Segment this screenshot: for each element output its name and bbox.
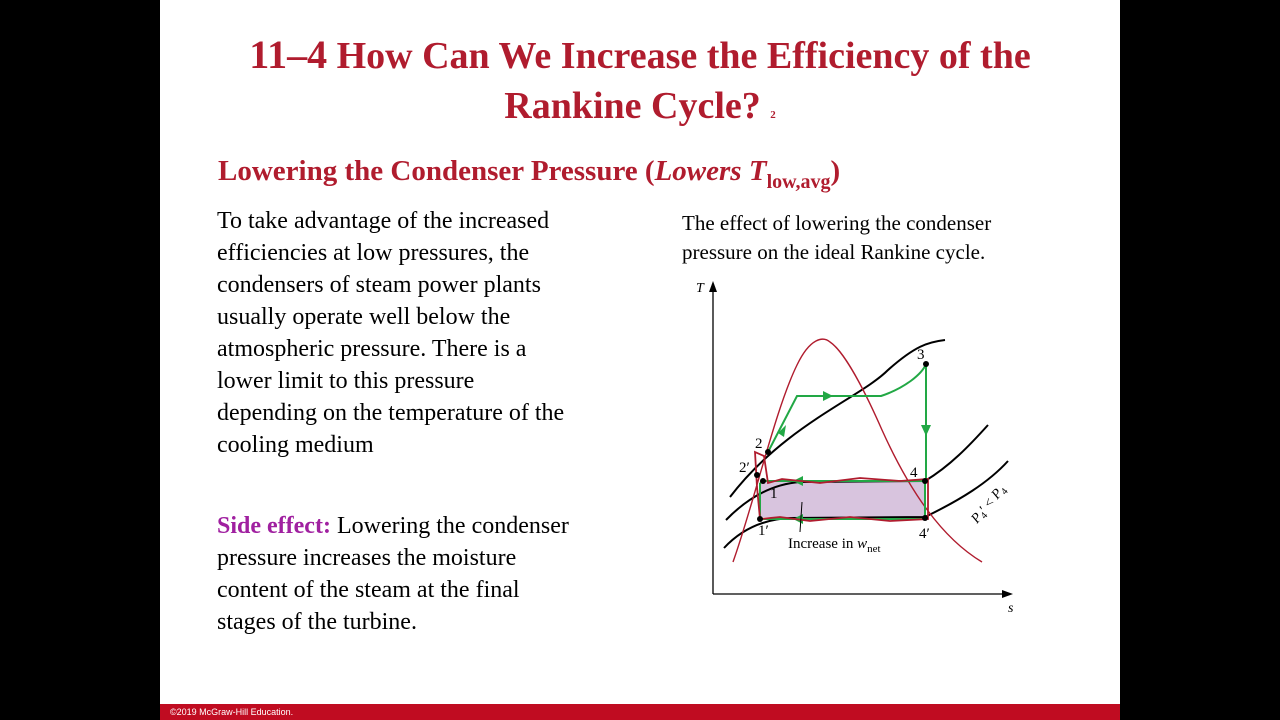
x-axis-label: s [1008,601,1014,616]
arrow-boiler-icon [823,391,833,401]
pressure-less-than: < [979,493,1000,514]
point-2-prime [754,472,760,478]
annotation-prefix: Increase in [788,536,857,552]
subtitle-subscript: low,avg [766,171,831,193]
x-axis-arrow-icon [1002,590,1013,598]
subtitle-main: Lowering the Condenser Pressure ( [218,155,655,187]
pressure-prime-mark: ′ [977,504,990,516]
subtitle-italic: Lowers T [654,155,767,187]
title-superscript: 2 [770,109,776,121]
isobar-high [729,339,946,498]
annotation-leader [799,501,803,533]
footer-bar: ©2019 McGraw-Hill Education. [160,704,1120,720]
point-4 [922,478,928,484]
subtitle: Lowering the Condenser Pressure (Lowers … [218,151,840,202]
copyright-text: ©2019 McGraw-Hill Education. [170,707,294,717]
label-4: 4 [910,465,918,481]
y-axis-label: T [696,281,705,296]
title-line-1: How Can We Increase the Efficiency of th… [336,35,1031,77]
point-3 [923,361,929,367]
slide: 11–4 How Can We Increase the Efficiency … [160,0,1120,720]
arrow-pump-icon [778,425,786,437]
slide-title: 11–4 How Can We Increase the Efficiency … [160,30,1120,140]
label-2: 2 [755,436,763,452]
side-effect-text: Lowering the condenser pressure increase… [217,513,569,635]
ts-diagram: T s [696,281,1014,616]
label-1-prime: 1′ [758,523,769,539]
y-axis-arrow-icon [709,281,717,292]
point-4-prime [922,515,928,521]
cycle-original [759,363,927,484]
label-3: 3 [917,347,925,363]
point-2 [765,449,771,455]
point-1-prime [757,516,763,522]
arrow-turbine-icon [921,425,931,436]
side-effect-label: Side effect: [217,513,331,539]
point-1 [760,478,766,484]
annotation-var: w [857,536,867,552]
section-number: 11–4 [249,32,328,77]
net-work-annotation: Increase in wnet [788,536,881,555]
side-effect-paragraph: Side effect: Lowering the condenser pres… [217,510,577,638]
label-2-prime: 2′ [739,460,750,476]
pressure-comparison-label: P4′ < P4 [968,482,1011,528]
net-work-increase-region [760,481,925,517]
pressure-sub: 4 [999,486,1011,497]
label-4-prime: 4′ [919,526,930,542]
title-line-2: Rankine Cycle? [504,85,761,127]
subtitle-close: ) [830,155,841,187]
body-paragraph: To take advantage of the increased effic… [217,208,565,458]
figure-caption: The effect of lowering the condenser pre… [682,211,992,264]
saturation-dome [732,338,983,563]
label-1: 1 [770,486,778,502]
new-cycle-outline [754,450,929,522]
annotation-sub: net [867,543,880,555]
pressure-primed-sub: 4 [979,510,991,521]
state-points [754,361,929,522]
